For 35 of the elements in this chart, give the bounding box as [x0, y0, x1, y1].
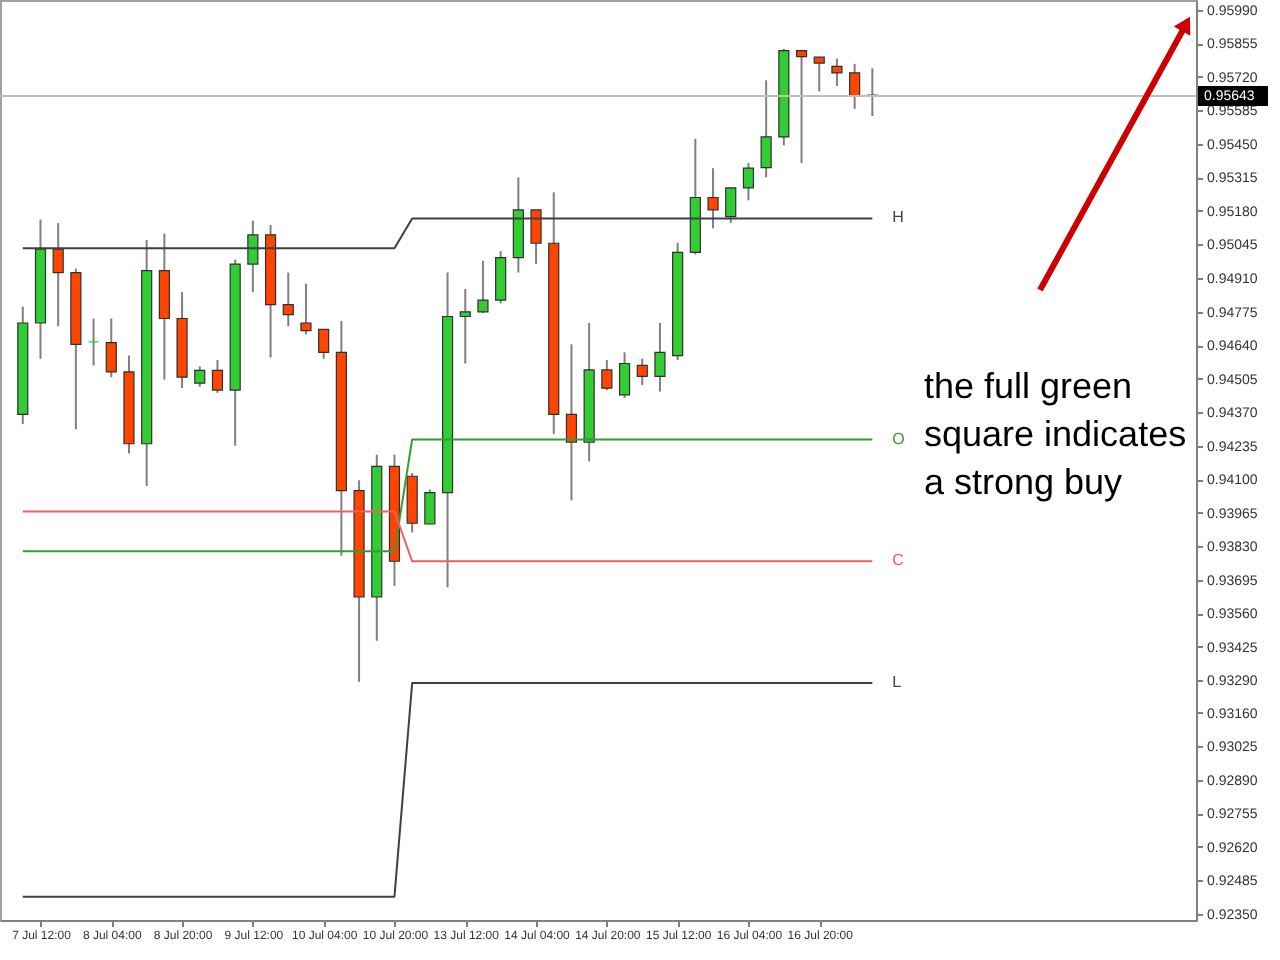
candlestick — [477, 259, 489, 315]
candlestick — [849, 62, 861, 110]
candlestick — [300, 282, 312, 336]
text: the full green square indicates a strong buy — [924, 366, 1187, 502]
candlestick — [424, 488, 436, 526]
candlestick — [282, 271, 294, 328]
candlestick — [618, 351, 631, 400]
candlestick — [495, 250, 507, 305]
candlestick — [654, 321, 666, 393]
candlestick — [406, 472, 418, 534]
candlestick — [725, 186, 737, 225]
candlestick — [247, 219, 259, 294]
series-label: O — [892, 429, 905, 448]
series-label: H — [892, 208, 905, 227]
candlestick — [601, 359, 613, 392]
candlestick — [795, 49, 808, 164]
candlestick — [459, 287, 471, 365]
candlestick — [565, 343, 578, 502]
candlestick — [831, 57, 843, 87]
candlestick — [318, 328, 330, 360]
candlestick — [636, 357, 648, 387]
candlestick — [194, 365, 206, 388]
series-label: C — [892, 551, 905, 570]
candlestick — [742, 161, 755, 202]
candlestick — [105, 317, 117, 379]
candlestick — [52, 222, 64, 328]
candlestick — [211, 359, 224, 394]
candlestick — [813, 56, 825, 93]
candlestick — [512, 176, 524, 274]
candlestick — [760, 79, 772, 179]
candlestick — [87, 317, 100, 367]
candlestick — [158, 232, 170, 381]
candlestick — [530, 208, 542, 266]
candlestick — [707, 167, 719, 230]
series-label: L — [892, 672, 903, 691]
